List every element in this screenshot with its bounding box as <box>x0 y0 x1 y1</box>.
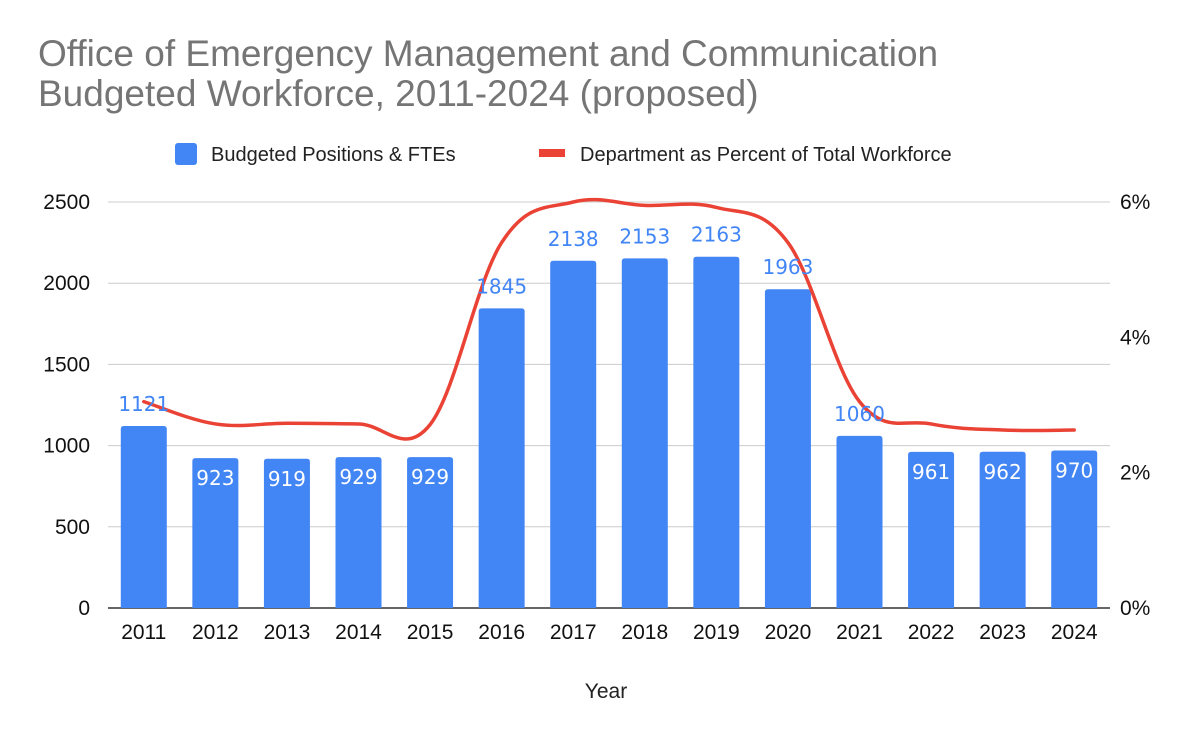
bar-data-label: 2138 <box>548 227 599 251</box>
x-tick-label: 2013 <box>264 621 311 644</box>
bar <box>836 435 883 608</box>
bar-data-label: 2163 <box>691 223 742 247</box>
x-tick-label: 2019 <box>693 621 740 644</box>
x-tick-label: 2018 <box>621 621 668 644</box>
x-tick-label: 2024 <box>1051 621 1098 644</box>
legend-label-line: Department as Percent of Total Workforce <box>580 144 952 166</box>
line-series <box>142 197 1076 441</box>
bar <box>908 451 955 608</box>
bar <box>407 457 454 608</box>
bar-series <box>120 256 1098 608</box>
bar <box>550 260 597 608</box>
y-left-tick-label: 1500 <box>43 353 90 376</box>
bar <box>335 457 382 608</box>
y-right-tick-label: 0% <box>1120 597 1150 620</box>
bar-data-label: 2153 <box>619 224 670 248</box>
bar-data-label: 929 <box>411 465 449 489</box>
x-tick-label: 2015 <box>407 621 454 644</box>
x-tick-label: 2012 <box>192 621 239 644</box>
bar <box>192 458 239 608</box>
x-tick-label: 2023 <box>979 621 1026 644</box>
x-tick-label: 2022 <box>908 621 955 644</box>
bar <box>979 451 1026 608</box>
y-right-tick-label: 4% <box>1120 326 1150 349</box>
bar-data-label: 923 <box>196 466 234 490</box>
bar-data-label: 962 <box>984 460 1022 484</box>
bar <box>263 458 310 608</box>
y-left-tick-label: 2500 <box>43 191 90 214</box>
bar-data-label: 1845 <box>476 274 527 298</box>
y-right-tick-label: 2% <box>1120 462 1150 485</box>
legend-label-bar: Budgeted Positions & FTEs <box>211 144 456 166</box>
axes: 0 500 1000 1500 2000 2500 0% 2% 4% 6% 2011 2012 2013… <box>43 191 1150 644</box>
bar-data-label: 1060 <box>834 402 885 426</box>
percent-line <box>142 197 1076 441</box>
bar-data-label: 1121 <box>118 392 169 416</box>
chart-title-line-1: Office of Emergency Management and Commu… <box>38 33 939 74</box>
y-left-tick-label: 2000 <box>43 272 90 295</box>
x-tick-label: 2021 <box>836 621 883 644</box>
chart-title: Office of Emergency Management and Commu… <box>38 34 1158 114</box>
bar <box>764 289 811 608</box>
bar <box>120 425 167 608</box>
y-right-tick-label: 6% <box>1120 191 1150 214</box>
y-left-tick-label: 500 <box>55 516 90 539</box>
chart-title-line-2: Budgeted Workforce, 2011-2024 (proposed) <box>38 73 759 114</box>
bar-data-label: 919 <box>268 467 306 491</box>
x-tick-label: 2011 <box>121 621 166 644</box>
bar-data-label: 970 <box>1055 458 1093 482</box>
bar <box>1051 450 1098 608</box>
bar <box>621 258 668 608</box>
x-axis-title: Year <box>585 680 627 703</box>
legend: Budgeted Positions & FTEs Department as … <box>175 143 952 166</box>
x-tick-label: 2016 <box>478 621 525 644</box>
data-labels: 1121 923 919 929 929 1845 2138 2153 2163 1963 1060… <box>118 223 1093 491</box>
bar <box>478 308 525 608</box>
y-left-tick-label: 1000 <box>43 435 90 458</box>
y-left-tick-label: 0 <box>78 597 90 620</box>
bar-data-label: 961 <box>912 460 950 484</box>
legend-swatch-line <box>539 149 565 157</box>
x-tick-label: 2014 <box>335 621 382 644</box>
x-tick-label: 2017 <box>550 621 597 644</box>
bar <box>693 256 740 608</box>
bar-data-label: 929 <box>339 465 377 489</box>
legend-swatch-bar <box>175 143 197 165</box>
x-tick-label: 2020 <box>765 621 812 644</box>
grid-lines <box>108 201 1110 609</box>
bar-data-label: 1963 <box>762 255 813 279</box>
